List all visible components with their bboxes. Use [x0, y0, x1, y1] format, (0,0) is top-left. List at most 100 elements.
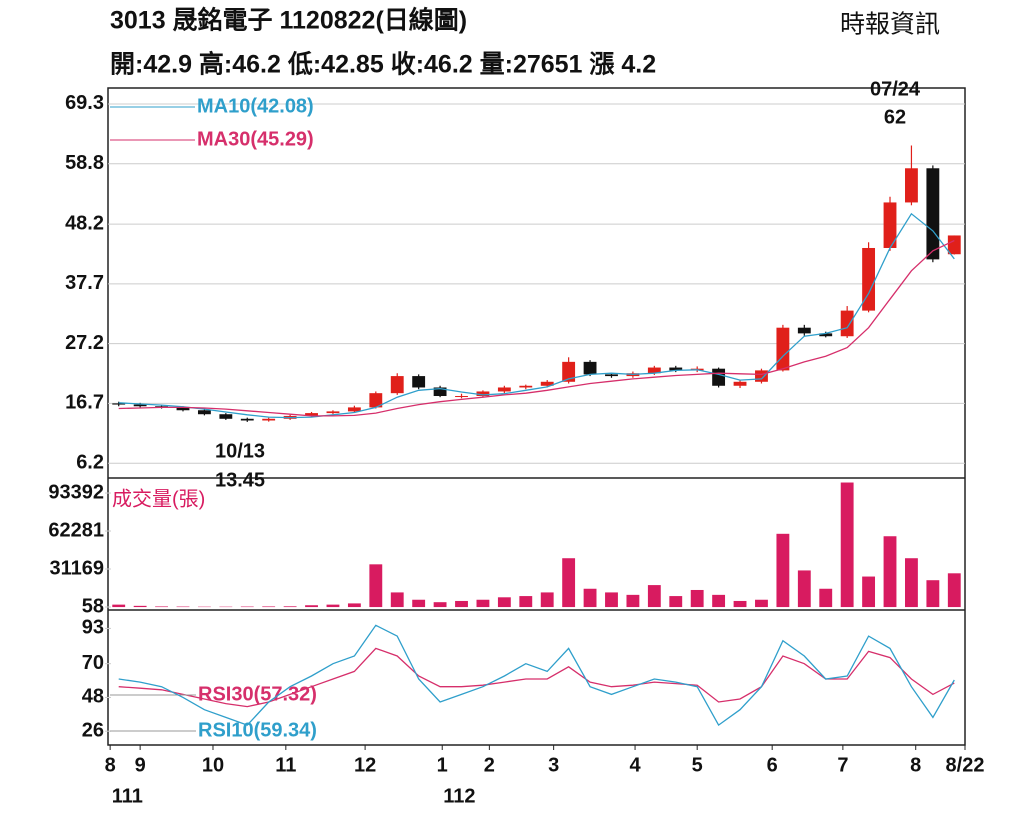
y-tick-label: 69.3 [65, 92, 104, 114]
candle-body [841, 311, 854, 337]
bar [434, 602, 447, 607]
candle-body [219, 414, 232, 419]
y-tick-label: 31169 [49, 557, 104, 579]
line [119, 214, 955, 418]
title: 3013 晟銘電子 1120822(日線圖) [110, 6, 467, 35]
quote: 開:42.9 高:46.2 低:42.85 收:46.2 量:27651 漲 4… [110, 50, 656, 79]
bar [905, 558, 918, 607]
year-label: 111 [112, 785, 143, 807]
frame [108, 88, 965, 745]
bar [155, 606, 168, 607]
bar [498, 597, 511, 607]
candle-body [734, 382, 747, 386]
candle-body [776, 328, 789, 371]
candle-body [905, 168, 918, 202]
candle-body [262, 419, 275, 421]
x-tick-label: 9 [135, 754, 146, 776]
bar [948, 573, 961, 607]
legend-label: RSI30(57.32) [198, 683, 317, 705]
bar [262, 606, 275, 607]
bar [562, 558, 575, 607]
y-tick-label: 62281 [48, 519, 104, 541]
bar [776, 534, 789, 607]
candle-body [498, 387, 511, 391]
x-tick-label: 5 [692, 754, 703, 776]
candle-body [926, 168, 939, 259]
bar [734, 601, 747, 607]
y-tick-label: 6.2 [76, 451, 104, 473]
bar [819, 589, 832, 607]
bar [841, 483, 854, 608]
candle-body [948, 235, 961, 254]
legend-label: MA10(42.08) [197, 95, 314, 117]
line [119, 241, 955, 416]
bar [327, 605, 340, 607]
annotation: 07/24 [870, 78, 921, 100]
y-tick-label: 37.7 [65, 272, 104, 294]
y-tick-label: 58 [82, 595, 104, 617]
candle-body [412, 376, 425, 387]
y-tick-label: 58.8 [65, 152, 104, 174]
bar [691, 590, 704, 607]
bar [369, 564, 382, 607]
bar [669, 596, 682, 607]
bar [712, 595, 725, 607]
bar [541, 592, 554, 607]
candle-body [198, 410, 211, 414]
bar [305, 605, 318, 607]
x-tick-label: 8 [910, 754, 921, 776]
candle-body [584, 362, 597, 375]
bar [348, 603, 361, 607]
x-tick-label: 12 [354, 754, 376, 776]
legend-label: MA30(45.29) [197, 128, 314, 150]
y-tick-label: 48 [82, 686, 104, 708]
y-tick-label: 70 [82, 652, 104, 674]
x-tick-label: 4 [629, 754, 641, 776]
x-tick-label: 10 [202, 754, 224, 776]
bar [391, 592, 404, 607]
x-tick-label: 6 [767, 754, 778, 776]
x-tick-label: 2 [484, 754, 495, 776]
legend-label: RSI10(59.34) [198, 719, 317, 741]
y-tick-label: 48.2 [65, 212, 104, 234]
year-label: 112 [443, 785, 475, 807]
bar [455, 601, 468, 607]
bar [477, 600, 490, 607]
candle-body [241, 419, 254, 421]
candle-body [605, 374, 618, 376]
annotation: 10/13 [215, 440, 265, 462]
bar [112, 605, 125, 607]
bar [134, 606, 147, 607]
bar [755, 600, 768, 607]
y-tick-label: 27.2 [65, 332, 104, 354]
annotation: 13.45 [215, 469, 265, 491]
candle-body [455, 396, 468, 397]
bar [648, 585, 661, 607]
bar [626, 595, 639, 607]
candle-body [712, 369, 725, 386]
line [119, 625, 955, 725]
bar [519, 596, 532, 607]
bar [862, 577, 875, 608]
panel-label: 成交量(張) [112, 487, 205, 510]
x-tick-label: 1 [437, 754, 448, 776]
candle-body [755, 370, 768, 381]
candle-body [798, 328, 811, 334]
bar [605, 592, 618, 607]
x-tick-label: 11 [275, 754, 296, 776]
bar [926, 580, 939, 607]
bar [412, 600, 425, 607]
bar [584, 589, 597, 607]
y-tick-label: 16.7 [65, 392, 104, 414]
x-tick-label: 3 [548, 754, 559, 776]
candle-body [391, 376, 404, 393]
bar [884, 536, 897, 607]
annotation: 62 [884, 106, 906, 128]
x-tick-label: 8/22 [946, 754, 985, 776]
y-tick-label: 93392 [48, 481, 104, 503]
source: 時報資訊 [840, 11, 940, 39]
x-tick-label: 8 [105, 754, 116, 776]
x-tick-label: 7 [837, 754, 848, 776]
bar [284, 606, 297, 607]
